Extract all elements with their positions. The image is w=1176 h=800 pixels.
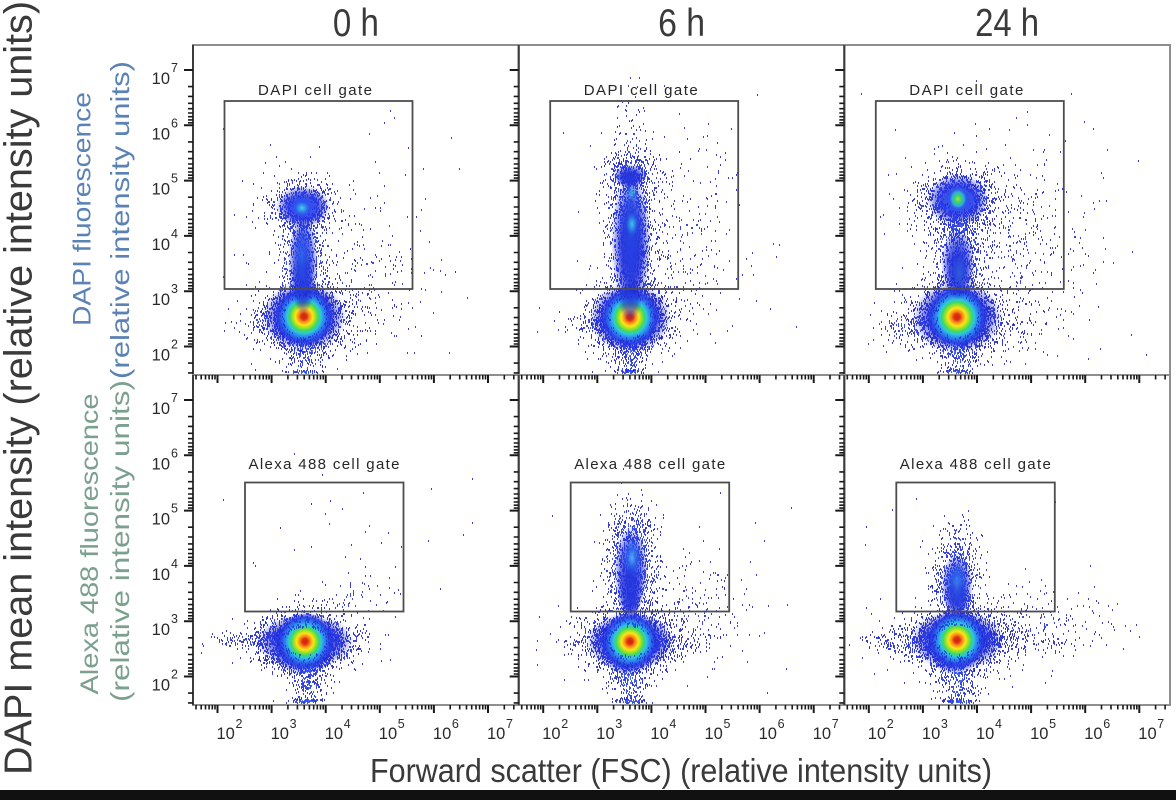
svg-text:10: 10 <box>433 725 451 743</box>
svg-text:7: 7 <box>171 61 178 75</box>
svg-text:6: 6 <box>778 717 785 731</box>
svg-text:7: 7 <box>1157 717 1164 731</box>
svg-text:5: 5 <box>724 717 731 731</box>
svg-text:3: 3 <box>171 612 178 626</box>
svg-text:6 h: 6 h <box>658 2 705 45</box>
svg-text:10: 10 <box>152 181 170 199</box>
svg-text:DAPI cell gate: DAPI cell gate <box>909 82 1023 99</box>
svg-text:10: 10 <box>650 725 668 743</box>
svg-text:10: 10 <box>152 621 170 639</box>
svg-text:7: 7 <box>506 717 513 731</box>
svg-text:10: 10 <box>379 725 397 743</box>
svg-text:24 h: 24 h <box>975 2 1039 45</box>
svg-text:10: 10 <box>325 725 343 743</box>
svg-text:4: 4 <box>171 227 178 241</box>
svg-text:10: 10 <box>152 125 170 143</box>
svg-text:Forward scatter (FSC) (relativ: Forward scatter (FSC) (relative intensit… <box>370 752 992 789</box>
svg-text:5: 5 <box>171 502 178 516</box>
svg-text:Alexa 488 fluorescence: Alexa 488 fluorescence <box>76 394 104 695</box>
svg-text:10: 10 <box>596 725 614 743</box>
svg-text:10: 10 <box>152 511 170 529</box>
svg-text:6: 6 <box>171 116 178 130</box>
svg-text:10: 10 <box>271 725 289 743</box>
svg-text:10: 10 <box>976 725 994 743</box>
svg-text:6: 6 <box>171 446 178 460</box>
svg-text:10: 10 <box>217 725 235 743</box>
svg-text:10: 10 <box>922 725 940 743</box>
svg-text:6: 6 <box>452 717 459 731</box>
svg-text:5: 5 <box>1049 717 1056 731</box>
svg-text:10: 10 <box>152 566 170 584</box>
svg-text:3: 3 <box>290 717 297 731</box>
svg-text:(relative intensity units): (relative intensity units) <box>105 61 135 379</box>
svg-text:4: 4 <box>171 557 178 571</box>
svg-text:Alexa 488 cell gate: Alexa 488 cell gate <box>900 456 1051 473</box>
svg-text:3: 3 <box>171 282 178 296</box>
svg-text:10: 10 <box>152 400 170 418</box>
svg-text:10: 10 <box>759 725 777 743</box>
svg-text:10: 10 <box>1030 725 1048 743</box>
svg-text:(relative intensity units): (relative intensity units) <box>105 380 135 702</box>
svg-text:10: 10 <box>813 725 831 743</box>
svg-text:2: 2 <box>561 717 568 731</box>
svg-text:3: 3 <box>615 717 622 731</box>
svg-text:10: 10 <box>487 725 505 743</box>
svg-text:2: 2 <box>171 668 178 682</box>
svg-text:6: 6 <box>1103 717 1110 731</box>
svg-text:0 h: 0 h <box>333 2 379 45</box>
svg-text:DAPI mean intensity (relative: DAPI mean intensity (relative intensity … <box>0 1 41 775</box>
svg-text:2: 2 <box>171 338 178 352</box>
svg-text:DAPI cell gate: DAPI cell gate <box>584 82 698 99</box>
svg-text:2: 2 <box>236 717 243 731</box>
svg-text:Alexa 488 cell gate: Alexa 488 cell gate <box>249 456 400 473</box>
svg-text:7: 7 <box>832 717 839 731</box>
svg-text:10: 10 <box>542 725 560 743</box>
svg-text:10: 10 <box>1138 725 1156 743</box>
svg-text:Alexa 488 cell gate: Alexa 488 cell gate <box>574 456 725 473</box>
svg-text:5: 5 <box>171 172 178 186</box>
svg-text:10: 10 <box>1084 725 1102 743</box>
svg-text:4: 4 <box>995 717 1002 731</box>
svg-text:10: 10 <box>152 677 170 695</box>
svg-text:DAPI cell gate: DAPI cell gate <box>258 82 372 99</box>
svg-text:4: 4 <box>669 717 676 731</box>
svg-text:10: 10 <box>705 725 723 743</box>
svg-text:5: 5 <box>398 717 405 731</box>
svg-text:10: 10 <box>152 455 170 473</box>
svg-text:10: 10 <box>152 70 170 88</box>
svg-text:3: 3 <box>941 717 948 731</box>
svg-text:4: 4 <box>344 717 351 731</box>
svg-text:10: 10 <box>868 725 886 743</box>
svg-text:10: 10 <box>152 236 170 254</box>
svg-text:DAPI fluorescence: DAPI fluorescence <box>69 92 97 326</box>
svg-text:10: 10 <box>152 291 170 309</box>
svg-text:2: 2 <box>887 717 894 731</box>
svg-text:7: 7 <box>171 391 178 405</box>
svg-text:10: 10 <box>152 347 170 365</box>
